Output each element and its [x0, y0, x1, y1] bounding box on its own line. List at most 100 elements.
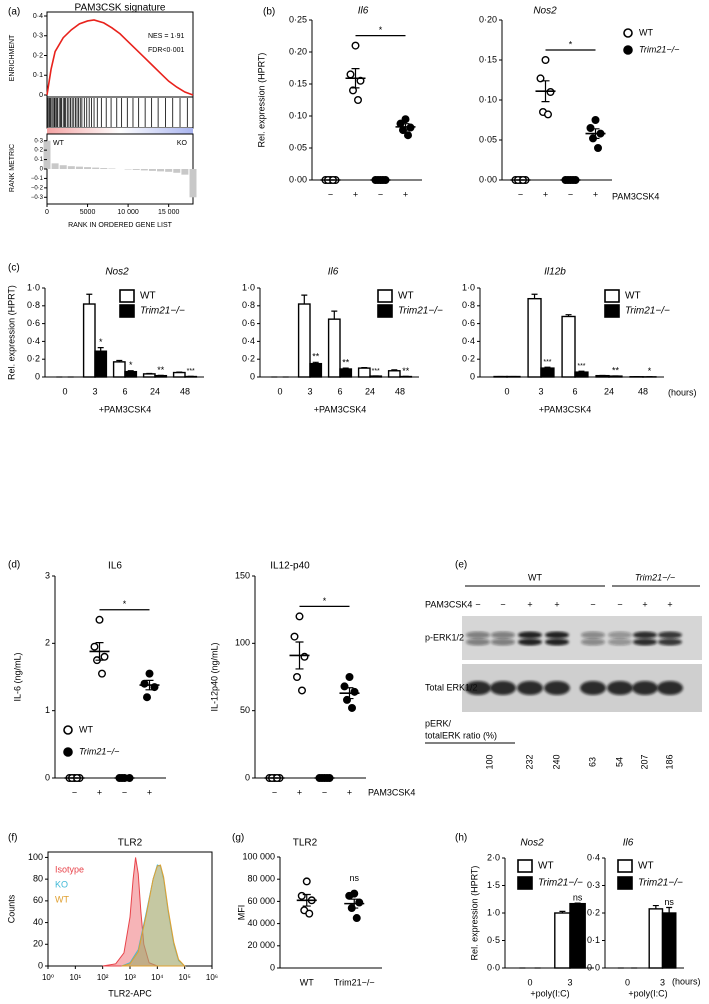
- y-tick-label: 1·0: [27, 282, 40, 292]
- rank-bar: [140, 169, 148, 171]
- chart-title: Nos2: [533, 6, 557, 17]
- legend-swatch: [377, 304, 393, 318]
- legend-label: Trim21−/−: [538, 878, 583, 889]
- ratio-value: 232: [524, 754, 534, 769]
- error-bar: [531, 293, 538, 299]
- data-point: [536, 74, 545, 83]
- band: [545, 631, 569, 639]
- y-tick-label: 0·05: [479, 134, 497, 144]
- y-axis-label: IL-12p40 (ng/mL): [209, 642, 219, 711]
- chart-title: TLR2: [293, 838, 318, 849]
- y-tick-label: 0·3: [34, 138, 43, 144]
- group-label: WT: [528, 572, 542, 582]
- x-tick-label: 48: [395, 386, 405, 396]
- y-tick-label: 50: [240, 705, 250, 715]
- x-tick-label: +: [97, 787, 102, 797]
- legend-label: WT: [639, 27, 653, 37]
- significance: *: [379, 25, 383, 35]
- bar: [339, 368, 353, 378]
- y-tick-label: 2·0: [487, 852, 500, 862]
- bar: [387, 370, 401, 378]
- error-bar: [350, 898, 359, 909]
- ratio-label: pERK/: [425, 718, 452, 728]
- x-tick-label: 10 000: [117, 209, 139, 216]
- x-tick-label: 3: [660, 977, 665, 987]
- x-axis-label: RANK IN ORDERED GENE LIST: [68, 222, 173, 229]
- y-tick-label: 0·2: [462, 354, 475, 364]
- significance: **: [312, 352, 320, 362]
- x-tick-label: 3: [567, 977, 572, 987]
- legend-label: Trim21−/−: [638, 878, 683, 889]
- chart-title: Il6: [358, 6, 369, 17]
- rank-bar: [43, 140, 51, 169]
- y-tick-label: 100 000: [242, 851, 275, 861]
- error-bar: [351, 68, 360, 89]
- rank-bar: [148, 169, 156, 171]
- data-point: [140, 679, 149, 688]
- significance: *: [129, 360, 133, 370]
- y-tick-label: 60: [33, 895, 43, 905]
- y-tick-label: 0: [38, 960, 43, 970]
- y-tick-label: 0·6: [242, 318, 255, 328]
- legend-marker: [63, 747, 73, 757]
- y-tick-label: 2: [45, 638, 50, 648]
- y-tick-label: −0·1: [31, 176, 44, 182]
- y-tick-label: 0·1: [33, 72, 43, 79]
- band: [658, 638, 682, 646]
- group-label: Trim21−/−: [635, 572, 675, 582]
- data-point: [350, 687, 359, 696]
- legend-label: WT: [55, 894, 69, 904]
- y-tick-label: 0·8: [242, 300, 255, 310]
- histogram: [102, 857, 158, 967]
- legend-marker: [63, 725, 73, 735]
- legend-swatch: [604, 304, 620, 318]
- enrichment-line: [46, 19, 194, 96]
- y-axis-label: Rel. expression (HPRT): [256, 53, 266, 148]
- significance: **: [157, 365, 165, 375]
- lane-label: −: [617, 599, 622, 609]
- legend-swatch: [517, 859, 533, 873]
- panel-label: (b): [263, 7, 275, 18]
- significance: *: [123, 599, 127, 609]
- y-tick-label: 0: [245, 772, 250, 782]
- data-point: [295, 612, 304, 621]
- y-tick-label: 1: [45, 705, 50, 715]
- bar: [661, 912, 677, 969]
- data-point: [355, 898, 364, 907]
- x-tick-label: −: [568, 189, 573, 199]
- y-tick-label: 3: [45, 570, 50, 580]
- group-label: KO: [177, 140, 188, 147]
- bar: [554, 912, 571, 969]
- y-tick-label: 100: [235, 638, 250, 648]
- band: [518, 631, 542, 639]
- rank-bar: [51, 163, 59, 169]
- lane-label: −: [500, 599, 505, 609]
- rank-bar: [67, 166, 75, 169]
- rank-bar: [157, 169, 165, 172]
- frame: [46, 11, 194, 98]
- legend-label: WT: [398, 291, 414, 302]
- legend-label: WT: [538, 861, 554, 872]
- legend-label: WT: [625, 291, 641, 302]
- legend-label: KO: [55, 879, 68, 889]
- y-tick-label: 100: [28, 852, 43, 862]
- y-tick-label: 20 000: [247, 940, 275, 950]
- error-bar: [541, 80, 550, 103]
- chart-title: Il12b: [544, 267, 566, 278]
- legend-label: WT: [140, 291, 156, 302]
- legend-label: Isotype: [55, 864, 84, 874]
- x-tick-label: 15 000: [158, 209, 180, 216]
- data-point: [541, 56, 550, 65]
- y-tick-label: 0·20: [289, 46, 307, 56]
- y-tick-label: 1·0: [242, 282, 255, 292]
- lane-label: −: [475, 599, 480, 609]
- x-axis-label: +poly(I:C): [628, 988, 667, 998]
- x-tick-label: 10¹: [70, 973, 82, 982]
- rank-bar: [75, 166, 83, 169]
- band: [657, 681, 683, 695]
- rank-bar: [84, 167, 92, 169]
- y-tick-label: 0·2: [34, 148, 43, 154]
- y-tick-label: 0: [40, 167, 44, 173]
- y-axis-label: Rel. expression (HPRT): [6, 285, 16, 380]
- band: [633, 638, 657, 646]
